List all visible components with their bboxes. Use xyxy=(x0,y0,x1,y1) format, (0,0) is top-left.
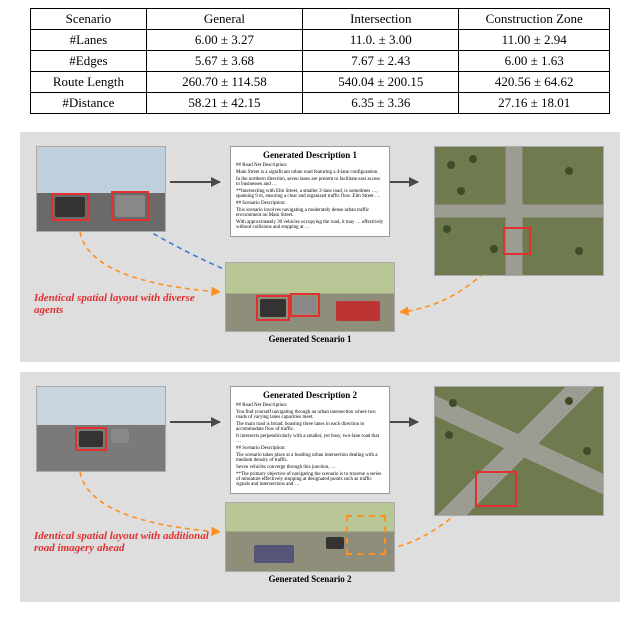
table-row: Route Length 260.70 ± 114.58 540.04 ± 20… xyxy=(31,72,610,93)
input-photo-1 xyxy=(36,146,166,232)
desc-line: In the northern direction, seven lanes a… xyxy=(236,177,384,187)
stats-table: Scenario General Intersection Constructi… xyxy=(30,8,610,114)
generated-scenario-2 xyxy=(225,502,395,572)
scenario-label-2: Generated Scenario 2 xyxy=(225,574,395,584)
desc-line: Main Street is a significant urban road … xyxy=(236,170,384,175)
desc-line: With approximately 30 vehicles occupying… xyxy=(236,220,384,230)
cell: 11.00 ± 2.94 xyxy=(459,30,610,51)
desc-line: Seven vehicles converge through this jun… xyxy=(236,465,384,470)
desc-line: It intersects perpendicularly with a sma… xyxy=(236,434,384,444)
overhead-map-1 xyxy=(434,146,604,276)
generated-scenario-2-block: Generated Scenario 2 xyxy=(225,502,395,584)
input-photo-2 xyxy=(36,386,166,472)
desc-line: The scenario takes place at a bustling u… xyxy=(236,453,384,463)
cell: 540.04 ± 200.15 xyxy=(303,72,459,93)
desc-line: ## Scenario Description: xyxy=(236,201,384,206)
desc-line: ## Road Net Description: xyxy=(236,163,384,168)
table-row: #Lanes 6.00 ± 3.27 11.0. ± 3.00 11.00 ± … xyxy=(31,30,610,51)
generated-scenario-1 xyxy=(225,262,395,332)
panel-2-caption: Identical spatial layout with additional… xyxy=(34,530,214,554)
generated-scenario-1-block: Generated Scenario 1 xyxy=(225,262,395,344)
cell: 6.00 ± 3.27 xyxy=(146,30,302,51)
desc-line: You find yourself navigating through an … xyxy=(236,410,384,420)
panel-2: Generated Description 2 ## Road Net Desc… xyxy=(20,372,620,602)
overhead-map-2 xyxy=(434,386,604,516)
row-lanes-label: #Lanes xyxy=(31,30,147,51)
col-scenario: Scenario xyxy=(31,9,147,30)
desc-line: **Intersecting with Elm Street, a smalle… xyxy=(236,189,384,199)
row-route-label: Route Length xyxy=(31,72,147,93)
col-intersection: Intersection xyxy=(303,9,459,30)
figure-wrap: Generated Description 1 ## Road Net Desc… xyxy=(20,132,620,602)
cell: 260.70 ± 114.58 xyxy=(146,72,302,93)
cell: 6.35 ± 3.36 xyxy=(303,93,459,114)
col-general: General xyxy=(146,9,302,30)
cell: 27.16 ± 18.01 xyxy=(459,93,610,114)
col-construction: Construction Zone xyxy=(459,9,610,30)
stats-table-wrap: Scenario General Intersection Constructi… xyxy=(30,8,610,114)
panel-1-caption: Identical spatial layout with diverse ag… xyxy=(34,292,204,316)
table-header-row: Scenario General Intersection Constructi… xyxy=(31,9,610,30)
desc-line: ## Scenario Description: xyxy=(236,446,384,451)
desc-header-1: Generated Description 1 xyxy=(236,151,384,160)
desc-card-1: Generated Description 1 ## Road Net Desc… xyxy=(230,146,390,237)
cell: 7.67 ± 2.43 xyxy=(303,51,459,72)
desc-header-2: Generated Description 2 xyxy=(236,391,384,400)
desc-line: This scenario involves navigating a mode… xyxy=(236,208,384,218)
table-row: #Edges 5.67 ± 3.68 7.67 ± 2.43 6.00 ± 1.… xyxy=(31,51,610,72)
cell: 58.21 ± 42.15 xyxy=(146,93,302,114)
table-row: #Distance 58.21 ± 42.15 6.35 ± 3.36 27.1… xyxy=(31,93,610,114)
scenario-label-1: Generated Scenario 1 xyxy=(225,334,395,344)
cell: 420.56 ± 64.62 xyxy=(459,72,610,93)
desc-line: The main road is broad, boasting three l… xyxy=(236,422,384,432)
cell: 6.00 ± 1.63 xyxy=(459,51,610,72)
panel-1: Generated Description 1 ## Road Net Desc… xyxy=(20,132,620,362)
desc-line: ## Road Net Description: xyxy=(236,403,384,408)
desc-line: **The primary objective of navigating th… xyxy=(236,472,384,487)
row-distance-label: #Distance xyxy=(31,93,147,114)
row-edges-label: #Edges xyxy=(31,51,147,72)
cell: 5.67 ± 3.68 xyxy=(146,51,302,72)
desc-card-2: Generated Description 2 ## Road Net Desc… xyxy=(230,386,390,494)
cell: 11.0. ± 3.00 xyxy=(303,30,459,51)
